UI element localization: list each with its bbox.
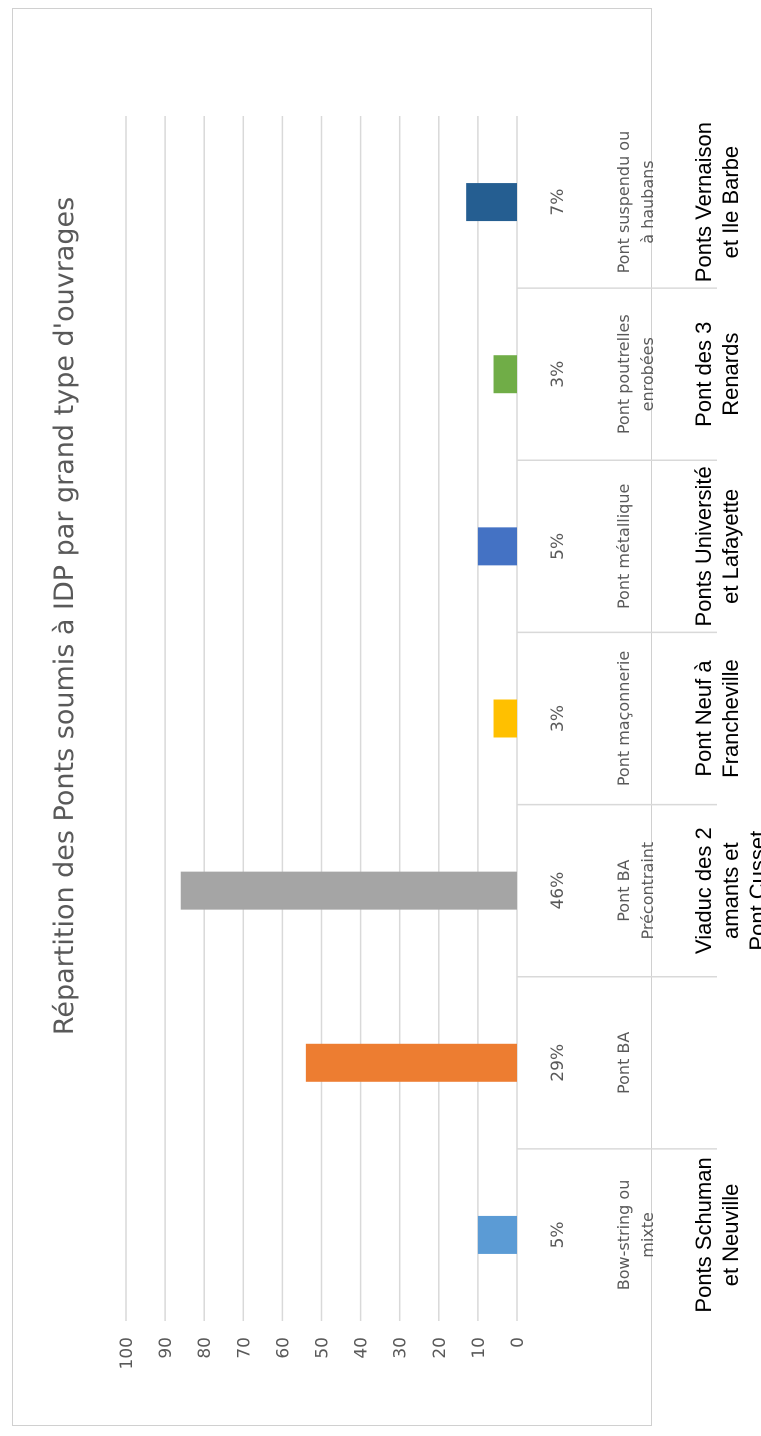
percent-label: 46% [548, 872, 568, 910]
category-label: Précontraint [638, 842, 657, 940]
bar [477, 527, 517, 566]
bridge-annotation: Pont Cusset [745, 831, 761, 951]
bars [180, 183, 518, 1254]
category-label: mixte [638, 1212, 657, 1258]
y-tick-label: 50 [313, 1337, 333, 1359]
chart-title: Répartition des Ponts soumis à IDP par g… [49, 197, 80, 1035]
bar [466, 183, 518, 222]
category-label: Pont suspendu ou [614, 131, 633, 274]
percent-label: 29% [548, 1044, 568, 1082]
bridge-annotation: et Neuville [718, 1184, 743, 1287]
percent-label: 5% [548, 533, 568, 560]
y-tick-label: 10 [469, 1337, 489, 1359]
y-tick-label: 80 [195, 1337, 215, 1359]
bridge-annotation: Ponts Vernaison [691, 122, 716, 282]
category-labels: Bow-string ou mixte Pont BA Pont BA Précontr… [614, 131, 657, 1290]
bar [493, 699, 518, 738]
y-tick-label: 70 [234, 1337, 254, 1359]
percent-label: 3% [548, 705, 568, 732]
category-label: Pont BA [614, 1032, 633, 1094]
chart-frame [12, 8, 652, 1426]
bridge-annotation: Ponts Schuman [691, 1157, 716, 1312]
bridge-annotation: Pont Neuf à [691, 660, 716, 777]
y-tick-label: 60 [273, 1337, 293, 1359]
category-label: Pont métallique [614, 484, 633, 609]
annotations: Ponts Schuman et Neuville Viaduc des 2 aman… [691, 122, 761, 1313]
y-tick-label: 30 [391, 1337, 411, 1359]
y-tick-label: 20 [430, 1337, 450, 1359]
y-tick-label: 40 [352, 1337, 372, 1359]
bar [180, 871, 518, 910]
grid-lines [125, 116, 717, 1321]
percent-label: 5% [548, 1221, 568, 1248]
category-label: à haubans [638, 160, 657, 243]
category-label: enrobées [638, 337, 657, 411]
y-tick-label: 0 [508, 1337, 528, 1348]
bridge-annotation: et Ile Barbe [718, 146, 743, 259]
category-label: Pont maçonnerie [614, 651, 633, 786]
percent-label: 7% [548, 189, 568, 216]
bar [305, 1043, 517, 1082]
y-axis-ticks: 0 10 20 30 40 50 60 70 80 90 100 [117, 1337, 528, 1369]
percent-labels: 5% 29% 46% 3% 5% 3% 7% [548, 189, 568, 1249]
category-label: Bow-string ou [614, 1180, 633, 1291]
bar [493, 355, 518, 394]
bridge-annotation: Renards [718, 333, 743, 416]
bridge-annotation: amants et [718, 842, 743, 939]
category-label: Pont poutrelles [614, 314, 633, 434]
bar [477, 1215, 517, 1254]
bridge-annotation: Pont des 3 [691, 322, 716, 427]
y-tick-label: 100 [117, 1337, 137, 1369]
y-tick-label: 90 [156, 1337, 176, 1359]
bridge-annotation: et Lafayette [718, 489, 743, 604]
category-label: Pont BA [614, 859, 633, 921]
bridge-annotation: Ponts Université [691, 466, 716, 626]
percent-label: 3% [548, 361, 568, 388]
bridge-annotation: Francheville [718, 659, 743, 778]
bridge-annotation: Viaduc des 2 [691, 827, 716, 954]
